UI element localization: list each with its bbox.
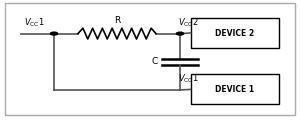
Text: $V_{\mathregular{CC}}$$\mathregular{1}$: $V_{\mathregular{CC}}$$\mathregular{1}$ — [178, 73, 199, 85]
Text: DEVICE 1: DEVICE 1 — [215, 85, 254, 94]
Circle shape — [176, 32, 184, 35]
Text: $V_{\mathregular{CC}}$$\mathregular{1}$: $V_{\mathregular{CC}}$$\mathregular{1}$ — [24, 16, 45, 29]
Text: $V_{\mathregular{CC}}$$\mathregular{2}$: $V_{\mathregular{CC}}$$\mathregular{2}$ — [178, 16, 199, 29]
Bar — [190, 18, 279, 48]
Text: R: R — [114, 16, 120, 25]
Text: DEVICE 2: DEVICE 2 — [215, 29, 254, 37]
Bar — [190, 74, 279, 104]
Text: C: C — [151, 57, 158, 66]
Circle shape — [50, 32, 58, 35]
